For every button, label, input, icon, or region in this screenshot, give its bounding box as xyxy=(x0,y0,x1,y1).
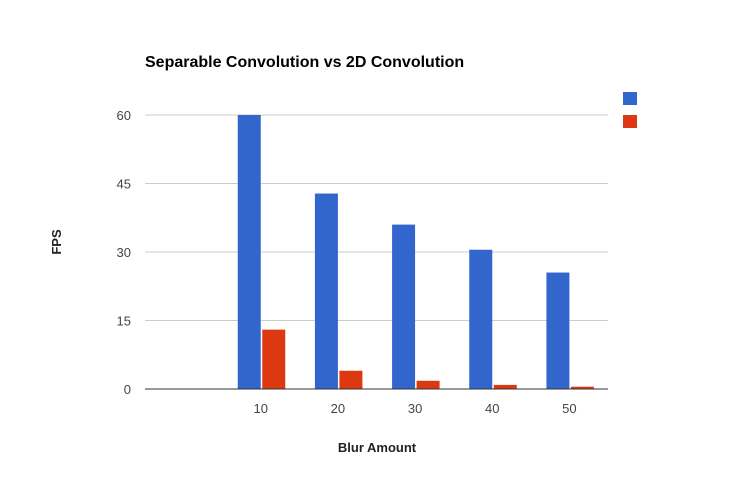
y-tick-label: 45 xyxy=(117,177,131,192)
bar-series-2-20 xyxy=(339,370,363,389)
x-tick-label: 50 xyxy=(562,401,576,416)
chart-title: Separable Convolution vs 2D Convolution xyxy=(145,54,464,71)
bar-series-1-30 xyxy=(392,224,416,389)
x-tick-label: 40 xyxy=(485,401,499,416)
bar-series-1-40 xyxy=(469,249,493,389)
bar-series-2-30 xyxy=(416,380,440,389)
bar-series-1-10 xyxy=(237,115,261,389)
x-tick-label: 20 xyxy=(331,401,345,416)
y-tick-label: 60 xyxy=(117,108,131,123)
x-axis-label: Blur Amount xyxy=(338,440,417,455)
legend xyxy=(623,92,637,128)
y-axis-ticks: 0 15 30 45 60 xyxy=(117,108,131,397)
y-tick-label: 0 xyxy=(124,382,131,397)
bar-series-2-10 xyxy=(262,329,286,389)
y-tick-label: 30 xyxy=(117,245,131,260)
x-tick-label: 30 xyxy=(408,401,422,416)
bars xyxy=(237,115,594,389)
legend-swatch-series-1 xyxy=(623,92,637,105)
x-tick-label: 10 xyxy=(254,401,268,416)
bar-series-1-20 xyxy=(314,193,338,389)
x-axis-ticks: 10 20 30 40 50 xyxy=(254,401,577,416)
bar-series-2-50 xyxy=(570,386,594,389)
gridlines xyxy=(145,114,608,321)
y-axis-label: FPS xyxy=(49,229,64,255)
legend-swatch-series-2 xyxy=(623,115,637,128)
bar-series-2-40 xyxy=(493,384,517,389)
y-tick-label: 15 xyxy=(117,314,131,329)
bar-series-1-50 xyxy=(546,272,570,389)
